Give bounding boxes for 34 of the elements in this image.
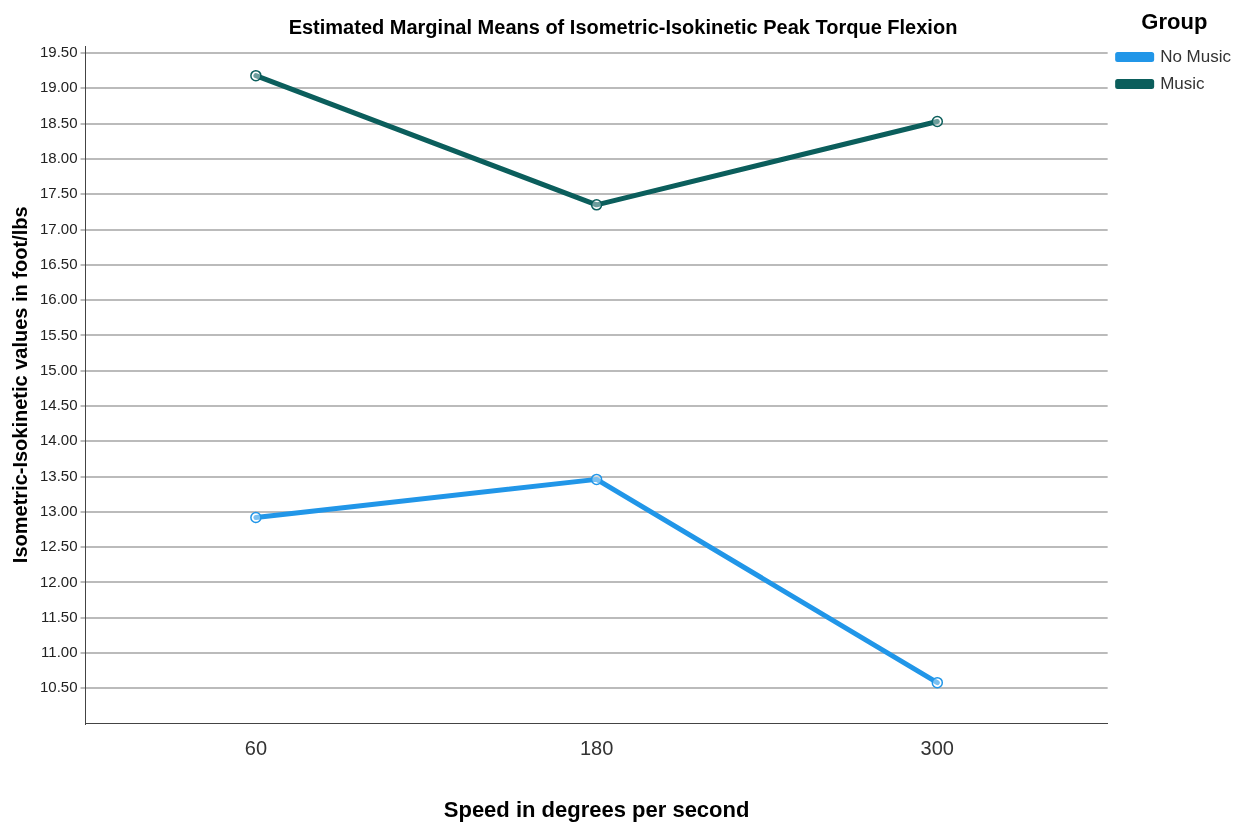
y-tick-label: 14.00: [39, 431, 78, 449]
y-tick-label: 15.00: [39, 360, 78, 378]
y-tick-label: 13.00: [39, 501, 78, 519]
point: [931, 115, 944, 128]
y-tick-label: 17.50: [39, 184, 78, 202]
y-tick-label: 19.00: [39, 78, 78, 96]
x-axis-title: Speed in degrees per second: [443, 796, 750, 822]
y-tick-label: 12.00: [39, 572, 78, 590]
y-tick-label: 19.50: [39, 43, 78, 61]
y-tick-label: 10.50: [39, 678, 78, 696]
x-tick-label: 300: [920, 737, 954, 760]
x-tick-label: 180: [579, 737, 614, 760]
y-tick-label: 14.50: [39, 396, 78, 414]
y-tick-label: 11.50: [41, 607, 78, 625]
point: [931, 676, 944, 689]
y-tick-label: 18.50: [39, 113, 78, 131]
y-tick-label: 15.50: [39, 325, 78, 343]
y-tick-label: 11.00: [41, 643, 78, 661]
y-tick-label: 18.00: [39, 149, 78, 167]
y-tick-label: 16.00: [39, 290, 78, 308]
x-tick-label: 60: [244, 737, 268, 760]
legend-label: Music: [1160, 73, 1206, 93]
y-tick-label: 17.00: [39, 219, 78, 237]
chart-title: Estimated Marginal Means of Isometric-Isokinetic Peak Torque Flexion: [288, 15, 958, 38]
y-tick-label: 16.50: [39, 254, 78, 272]
point: [590, 473, 603, 486]
point: [250, 511, 262, 524]
point: [250, 69, 262, 82]
y-axis-title: Isometric-Isokinetic values in foot/lbs: [8, 206, 31, 564]
y-tick-label: 13.50: [39, 466, 78, 484]
point: [590, 199, 603, 211]
y-tick-label: 12.50: [39, 537, 78, 555]
legend-label: No Music: [1160, 46, 1232, 66]
legend-title: Group: [1141, 9, 1208, 35]
